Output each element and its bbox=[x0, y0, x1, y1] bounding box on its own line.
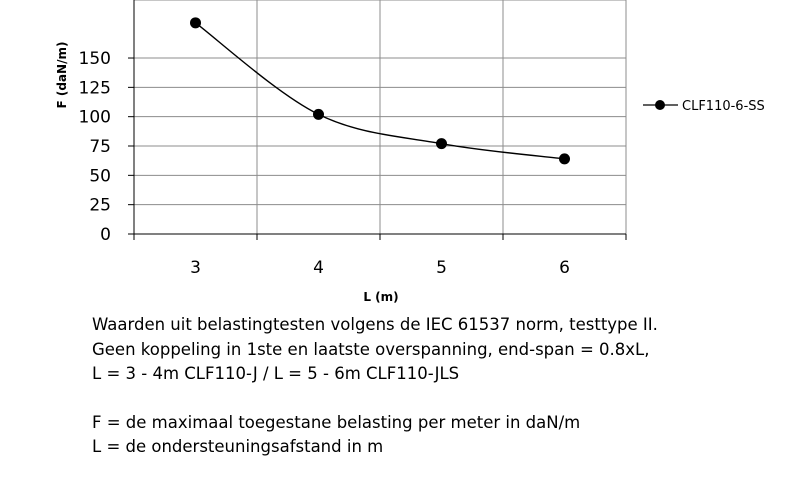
data-point bbox=[436, 138, 447, 150]
y-tick-label: 25 bbox=[89, 196, 111, 216]
y-tick-label: 100 bbox=[79, 108, 111, 128]
series-layer bbox=[190, 17, 570, 165]
chart-notes: Waarden uit belastingtesten volgens de I… bbox=[92, 313, 782, 460]
data-point bbox=[559, 153, 570, 165]
note-line-3: L = 3 - 4m CLF110-J / L = 5 - 6m CLF110-… bbox=[92, 364, 460, 383]
y-tick-label: 125 bbox=[79, 78, 111, 98]
legend: CLF110-6-SS bbox=[643, 99, 765, 114]
y-axis-title: F (daN/m) bbox=[55, 42, 69, 109]
data-point bbox=[313, 108, 324, 120]
note-line-4: F = de maximaal toegestane belasting per… bbox=[92, 412, 581, 432]
series-line bbox=[195, 22, 565, 160]
y-tick-label: 75 bbox=[89, 137, 111, 157]
x-tick-label: 3 bbox=[190, 258, 201, 278]
x-tick-label: 5 bbox=[436, 258, 447, 278]
note-line-5: L = de ondersteuningsafstand in m bbox=[92, 437, 384, 456]
x-axis-title: L (m) bbox=[363, 290, 398, 304]
y-tick-labels: 0 25 50 75 100 125 150 bbox=[79, 49, 111, 245]
grid bbox=[134, 0, 627, 234]
note-line-2: Geen koppeling in 1ste en laatste oversp… bbox=[92, 339, 650, 359]
legend-label: CLF110-6-SS bbox=[682, 99, 765, 114]
axes bbox=[128, 0, 627, 240]
y-tick-label: 0 bbox=[100, 225, 111, 245]
legend-marker bbox=[655, 100, 665, 110]
y-tick-label: 50 bbox=[89, 166, 111, 186]
x-tick-labels: 3 4 5 6 bbox=[190, 258, 570, 278]
x-tick-label: 6 bbox=[559, 258, 570, 278]
x-tick-label: 4 bbox=[313, 258, 324, 278]
note-spacer bbox=[92, 387, 782, 411]
chart: 0 25 50 75 100 125 150 3 4 5 6 F (daN/m) L (m) CL… bbox=[55, 0, 765, 304]
y-tick-label: 150 bbox=[79, 49, 111, 69]
data-point bbox=[190, 17, 201, 29]
note-line-1: Waarden uit belastingtesten volgens de I… bbox=[92, 315, 658, 334]
